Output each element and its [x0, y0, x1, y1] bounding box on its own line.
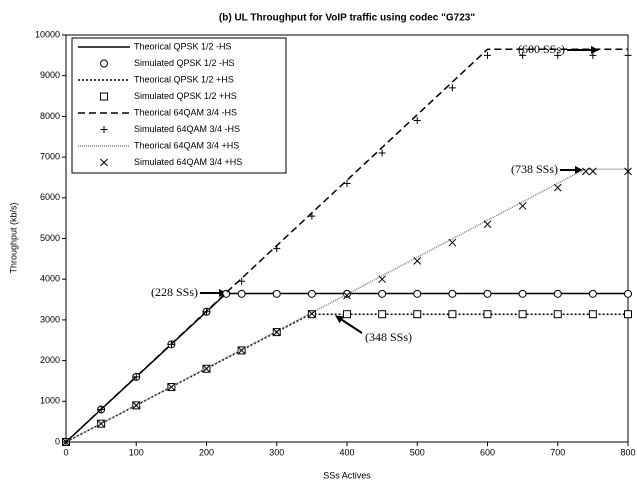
point — [97, 405, 105, 413]
point — [343, 310, 351, 319]
point — [378, 275, 386, 284]
point — [518, 289, 527, 298]
point — [589, 51, 597, 59]
y-tick-label: 7000 — [40, 151, 60, 161]
point — [132, 401, 141, 410]
point — [413, 116, 421, 124]
point — [97, 419, 105, 428]
series-line — [65, 313, 628, 443]
annotation: (228 SSs) — [151, 285, 198, 299]
point — [238, 277, 246, 285]
point — [519, 51, 527, 59]
legend-marker — [100, 126, 108, 133]
point — [237, 289, 246, 298]
annotation-arrow — [335, 315, 363, 334]
legend-label: Theorical 64QAM 3/4 -HS — [134, 107, 237, 117]
legend-label: Theorical QPSK 1/2 -HS — [134, 41, 232, 51]
point — [378, 149, 386, 157]
legend-marker — [100, 59, 108, 68]
point — [378, 289, 387, 298]
point — [448, 289, 457, 298]
point — [273, 245, 281, 253]
point — [553, 310, 562, 319]
point — [343, 289, 351, 298]
point — [624, 167, 632, 176]
x-tick-label: 100 — [129, 447, 144, 457]
chart-title: (b) UL Throughput for VoIP traffic using… — [219, 13, 475, 24]
point — [202, 364, 211, 373]
point — [448, 238, 457, 247]
x-tick-label: 700 — [550, 447, 565, 457]
point — [553, 289, 562, 298]
point — [272, 289, 281, 298]
legend-marker — [100, 92, 108, 101]
x-tick-label: 200 — [199, 447, 214, 457]
point — [448, 310, 457, 319]
y-tick-label: 10000 — [35, 29, 60, 39]
point — [589, 167, 597, 176]
x-tick-label: 0 — [63, 447, 68, 457]
point — [167, 340, 175, 348]
legend-marker — [100, 158, 108, 167]
point — [308, 212, 316, 220]
point — [378, 310, 387, 319]
y-tick-label: 0 — [55, 436, 60, 446]
series-line — [65, 168, 628, 443]
point — [413, 310, 422, 319]
annotation: (348 SSs) — [365, 330, 412, 344]
legend-label: Theorical QPSK 1/2 +HS — [134, 74, 234, 84]
x-tick-label: 800 — [620, 447, 635, 457]
legend-label: Theorical 64QAM 3/4 +HS — [134, 140, 239, 150]
point — [483, 310, 492, 319]
point — [307, 289, 316, 298]
legend-label: Simulated 64QAM 3/4 +HS — [134, 157, 242, 167]
y-tick-label: 6000 — [40, 192, 60, 202]
point — [483, 220, 492, 229]
point — [624, 289, 632, 298]
y-tick-label: 9000 — [40, 70, 60, 80]
point — [624, 51, 632, 59]
y-tick-label: 4000 — [40, 274, 60, 284]
x-tick-label: 400 — [339, 447, 354, 457]
y-tick-label: 1000 — [40, 396, 60, 406]
y-tick-label: 3000 — [40, 314, 60, 324]
point — [448, 84, 456, 92]
point — [308, 309, 316, 318]
point — [581, 167, 590, 176]
point — [483, 289, 492, 298]
point — [588, 289, 597, 298]
point — [343, 291, 351, 300]
point — [413, 257, 422, 265]
legend-label: Simulated QPSK 1/2 +HS — [134, 91, 237, 101]
x-tick-label: 600 — [480, 447, 495, 457]
point — [624, 310, 632, 319]
point — [132, 373, 140, 381]
point — [203, 308, 210, 316]
annotation: (738 SSs) — [511, 162, 558, 176]
y-axis-label: Throughput (kb/s) — [8, 202, 18, 273]
x-axis-label: SSs Actives — [323, 470, 371, 480]
point — [553, 183, 562, 192]
y-tick-label: 5000 — [40, 233, 60, 243]
point — [167, 383, 176, 391]
point — [554, 51, 562, 59]
point — [62, 438, 70, 446]
point — [272, 328, 281, 336]
y-tick-label: 2000 — [40, 355, 60, 365]
point — [588, 310, 597, 319]
point — [237, 346, 246, 355]
legend-label: Simulated QPSK 1/2 -HS — [134, 58, 235, 68]
point — [518, 202, 527, 210]
point — [343, 180, 351, 188]
point — [413, 289, 422, 298]
y-tick-label: 8000 — [40, 111, 60, 121]
point — [484, 51, 491, 59]
legend-label: Simulated 64QAM 3/4 -HS — [134, 124, 240, 134]
x-tick-label: 300 — [269, 447, 284, 457]
x-tick-label: 500 — [410, 447, 425, 457]
point — [518, 310, 527, 319]
legend-box — [71, 37, 287, 174]
